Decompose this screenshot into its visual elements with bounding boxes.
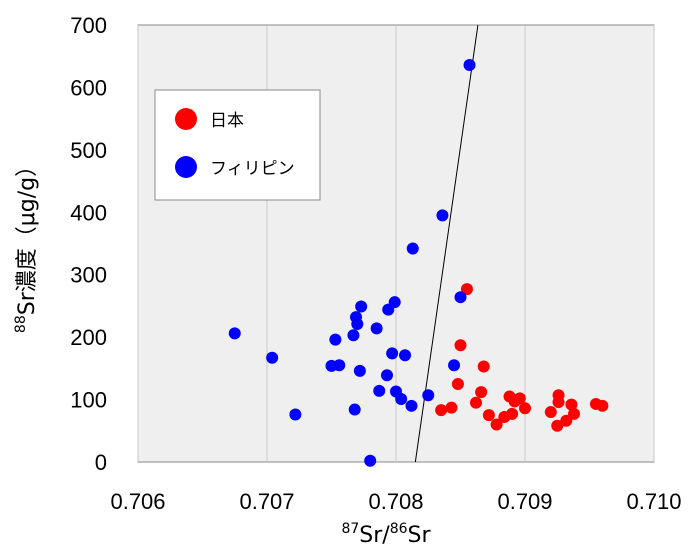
legend: 日本 フィリピン — [154, 89, 321, 201]
y-tick-label: 600 — [70, 75, 107, 100]
x-tick-label: 0.707 — [239, 489, 294, 514]
y-tick-label: 400 — [70, 200, 107, 225]
data-point — [448, 359, 461, 372]
data-point — [395, 392, 408, 405]
legend-marker-japan — [175, 108, 197, 130]
data-point — [568, 407, 581, 420]
data-point — [386, 347, 399, 360]
y-tick-label: 700 — [70, 13, 107, 38]
x-tick-label: 0.708 — [368, 489, 423, 514]
series-0 — [435, 283, 609, 432]
x-tick-labels: 0.706 0.707 0.708 0.709 0.710 — [110, 489, 681, 514]
data-point — [436, 209, 449, 222]
data-point — [552, 396, 565, 409]
data-point — [463, 58, 476, 71]
data-point — [348, 403, 361, 416]
data-point — [364, 454, 377, 467]
data-point — [329, 333, 342, 346]
y-tick-labels: 0 100 200 300 400 500 600 700 — [70, 13, 107, 475]
data-point — [477, 360, 490, 373]
data-point — [370, 322, 383, 335]
data-point — [266, 351, 279, 364]
data-point — [422, 389, 435, 402]
data-point — [406, 242, 419, 255]
x-tick-label: 0.710 — [626, 489, 681, 514]
data-point — [551, 419, 564, 432]
data-point — [405, 399, 418, 412]
data-point — [380, 369, 393, 382]
data-point — [454, 291, 467, 304]
legend-label-philippines: フィリピン — [210, 159, 295, 179]
data-point — [482, 409, 495, 422]
data-point — [435, 404, 448, 417]
data-point — [289, 408, 302, 421]
y-tick-label: 500 — [70, 138, 107, 163]
x-label-sup-86: 86 — [390, 521, 408, 537]
legend-marker-philippines — [175, 156, 197, 178]
legend-box — [154, 89, 321, 201]
x-tick-label: 0.706 — [110, 489, 165, 514]
x-label-base-1: Sr/ — [359, 523, 390, 548]
y-tick-label: 0 — [95, 450, 107, 475]
data-point — [560, 414, 573, 427]
x-label-base-2: Sr — [408, 523, 432, 548]
data-point — [565, 398, 578, 411]
data-point — [475, 386, 488, 399]
data-point — [353, 364, 366, 377]
data-point — [451, 377, 464, 390]
data-points — [228, 58, 609, 467]
data-point — [382, 303, 395, 316]
data-point — [333, 359, 346, 372]
series-1 — [228, 58, 476, 467]
x-tick-label: 0.709 — [497, 489, 552, 514]
data-point — [513, 392, 526, 405]
x-axis-label: 87Sr/86Sr — [341, 521, 431, 548]
data-point — [490, 418, 503, 431]
data-point — [350, 311, 363, 324]
data-point — [519, 402, 531, 415]
data-point — [445, 401, 458, 414]
boundary-line — [414, 24, 479, 463]
data-point — [228, 327, 241, 340]
y-label-text: Sr濃度（μg/g） — [15, 155, 40, 315]
y-axis-label: 88Sr濃度（μg/g） — [13, 155, 40, 333]
data-point — [506, 407, 519, 420]
y-label-sup-88: 88 — [13, 315, 29, 333]
data-point — [373, 384, 386, 397]
data-point — [355, 300, 368, 313]
data-point — [460, 283, 473, 296]
y-tick-label: 300 — [70, 263, 107, 288]
data-point — [544, 406, 557, 419]
y-tick-label: 200 — [70, 325, 107, 350]
data-point — [469, 396, 482, 409]
legend-label-japan: 日本 — [210, 111, 244, 131]
y-tick-label: 100 — [70, 388, 107, 413]
data-point — [596, 399, 609, 412]
data-point — [347, 329, 360, 342]
data-point — [454, 339, 467, 352]
data-point — [399, 349, 412, 362]
x-label-sup-87: 87 — [341, 521, 359, 537]
